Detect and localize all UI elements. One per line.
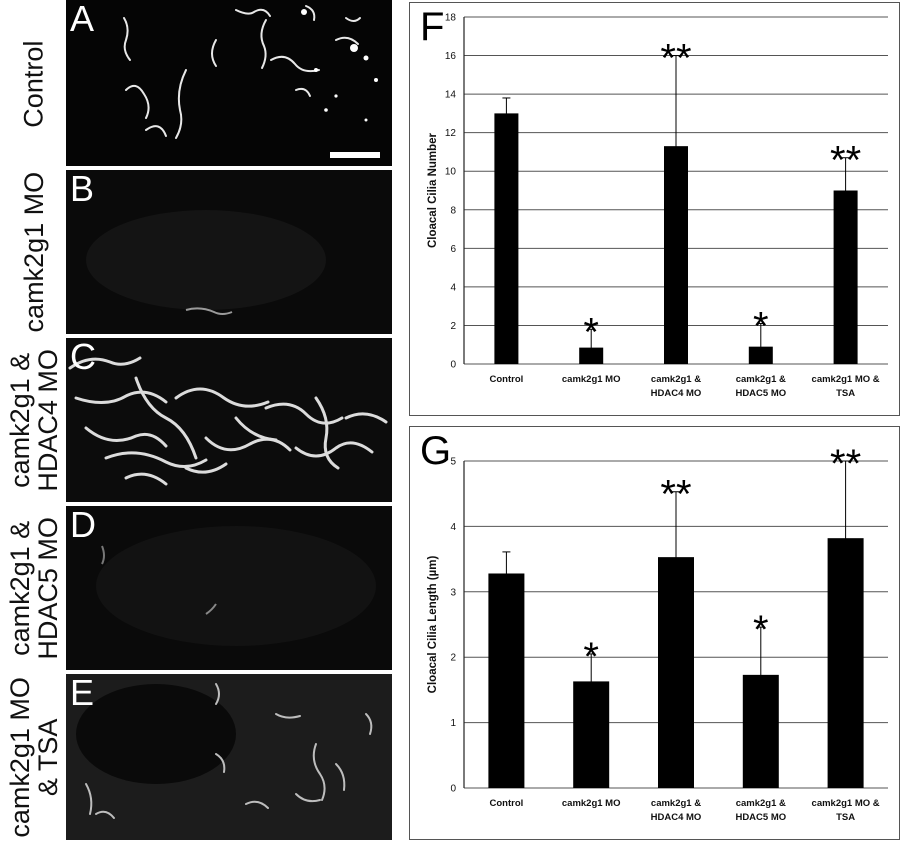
chart-f-category-label: Control <box>490 374 524 385</box>
chart-f-ytick-label: 6 <box>450 244 456 255</box>
row-label-d-line-1: camk2g1 & <box>4 520 35 656</box>
cilia-image-e <box>66 674 392 840</box>
chart-f-ytick-label: 18 <box>445 13 457 24</box>
chart-f-significance: * <box>753 305 769 349</box>
chart-f-category-label: camk2g1 & <box>651 374 701 385</box>
chart-f-category-label: camk2g1 & <box>736 374 786 385</box>
chart-f-ytick-label: 2 <box>450 321 456 332</box>
micro-panel-c: C <box>66 338 392 502</box>
row-label-c: camk2g1 & HDAC4 MO <box>4 338 64 502</box>
row-label-e-line-1: camk2g1 MO <box>4 676 35 838</box>
chart-f-significance: * <box>583 310 599 354</box>
panel-letter-a: A <box>70 0 95 39</box>
row-label-b-line-1: camk2g1 MO <box>18 171 49 333</box>
chart-f-ytick-label: 0 <box>450 360 456 371</box>
chart-g-category-label: camk2g1 MO & <box>812 798 880 809</box>
chart-g-significance: * <box>583 635 599 679</box>
chart-g-category-label: Control <box>490 798 524 809</box>
chart-g-ylabel: Cloacal Cilia Length (µm) <box>427 556 439 694</box>
chart-f-category-label: HDAC4 MO <box>651 388 702 399</box>
row-label-c-line-1: camk2g1 & <box>4 352 35 488</box>
chart-f-ytick-label: 12 <box>445 128 457 139</box>
chart-letter-g: G <box>420 429 452 473</box>
chart-g-ytick-label: 3 <box>450 587 456 598</box>
chart-g-ytick-label: 5 <box>450 457 456 468</box>
chart-f: F 0 2 4 6 8 10 12 14 16 18 Cloacal Cilia Number Con… <box>409 2 900 416</box>
panel-letter-b: B <box>70 170 95 209</box>
micro-panel-e: E <box>66 674 392 840</box>
micro-panel-d: D <box>66 506 392 670</box>
chart-f-plot: 0 2 4 6 8 10 12 14 16 18 Cloacal Cilia Number Contr… <box>427 13 888 399</box>
chart-g-category-label: camk2g1 & <box>736 798 786 809</box>
chart-f-significance: ** <box>660 37 691 81</box>
chart-g-ytick-label: 0 <box>450 784 456 795</box>
chart-g-ytick-label: 4 <box>450 522 456 533</box>
chart-f-ytick-label: 8 <box>450 205 456 216</box>
row-label-e-line-2: & TSA <box>33 718 63 796</box>
row-label-b: camk2g1 MO <box>4 170 64 334</box>
cilia-image-c <box>68 356 388 486</box>
chart-f-category-label: TSA <box>836 388 855 399</box>
chart-g-significance: ** <box>830 442 861 486</box>
chart-g-bar <box>488 573 525 788</box>
chart-f-category-label: camk2g1 MO & <box>812 374 880 385</box>
chart-g-category-label: camk2g1 & <box>651 798 701 809</box>
row-label-e: camk2g1 MO & TSA <box>4 674 64 840</box>
chart-f-category-label: HDAC5 MO <box>735 388 786 399</box>
scale-bar <box>330 152 380 158</box>
panel-letter-d: D <box>70 506 96 545</box>
chart-f-ytick-label: 4 <box>450 282 456 293</box>
chart-g-category-label: TSA <box>836 812 855 823</box>
chart-g-category-label: camk2g1 MO <box>562 798 621 809</box>
chart-g-ytick-label: 1 <box>450 718 456 729</box>
chart-f-category-label: camk2g1 MO <box>562 374 621 385</box>
chart-g-significance: ** <box>660 473 691 517</box>
chart-g-plot: 0 1 2 3 4 5 Cloacal Cilia Length (µm) Control * c… <box>427 442 888 823</box>
micro-panel-b: B <box>66 170 392 334</box>
chart-f-ytick-label: 14 <box>445 90 457 101</box>
chart-g: G 0 1 2 3 4 5 Cloacal Cilia Length (µm) Control… <box>409 426 900 840</box>
chart-f-ytick-label: 16 <box>445 51 457 62</box>
chart-f-bar <box>494 113 519 364</box>
cilia-image-d <box>96 526 376 646</box>
micro-panel-a: A <box>66 0 392 166</box>
row-label-d: camk2g1 & HDAC5 MO <box>4 506 64 670</box>
cilia-image-a <box>123 5 378 139</box>
chart-f-significance: ** <box>830 139 861 183</box>
row-label-c-line-2: HDAC4 MO <box>33 348 64 492</box>
chart-g-category-label: HDAC4 MO <box>651 812 702 823</box>
row-label-a: Control <box>4 2 64 166</box>
row-label-a-line-1: Control <box>18 40 49 128</box>
chart-f-ytick-label: 10 <box>445 167 457 178</box>
chart-f-ylabel: Cloacal Cilia Number <box>427 132 439 248</box>
panel-letter-e: E <box>70 674 95 713</box>
chart-g-significance: * <box>753 608 769 652</box>
panel-letter-c: C <box>70 338 96 377</box>
chart-letter-f: F <box>420 5 445 49</box>
row-label-d-line-2: HDAC5 MO <box>33 516 64 660</box>
chart-g-ytick-label: 2 <box>450 653 456 664</box>
chart-g-category-label: HDAC5 MO <box>735 812 786 823</box>
cilia-image-b <box>86 210 326 315</box>
